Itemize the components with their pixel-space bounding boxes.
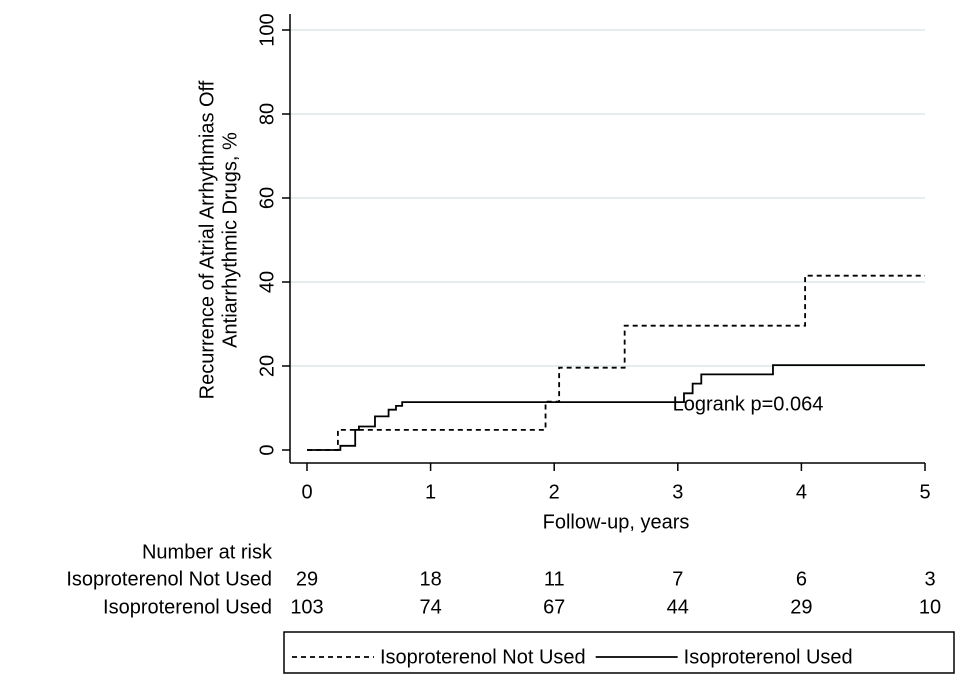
risk-count: 29 [296, 568, 318, 590]
x-tick-label: 4 [796, 481, 807, 503]
risk-title: Number at risk [142, 541, 273, 563]
y-axis-label-line: Antiarrhythmic Drugs, % [219, 132, 241, 348]
risk-count: 67 [543, 596, 565, 618]
x-tick-label: 2 [549, 481, 560, 503]
x-tick-label: 1 [425, 481, 436, 503]
x-axis-label: Follow-up, years [543, 511, 690, 533]
y-tick-label: 80 [256, 103, 278, 125]
y-axis-label-line: Recurrence of Atrial Arrhythmias Off [196, 80, 218, 399]
risk-count: 74 [419, 596, 441, 618]
x-tick-label: 3 [672, 481, 683, 503]
legend-box [283, 631, 955, 674]
risk-count: 103 [290, 596, 323, 618]
legend-label: Isoproterenol Used [684, 646, 853, 668]
x-tick-label: 5 [919, 481, 930, 503]
y-tick-label: 0 [256, 444, 278, 455]
risk-row-name: Isoproterenol Not Used [66, 568, 272, 590]
risk-count: 44 [667, 596, 689, 618]
risk-count: 6 [796, 568, 807, 590]
annotation: Logrank p=0.064 [673, 393, 824, 415]
risk-count: 3 [924, 568, 935, 590]
risk-count: 11 [544, 568, 565, 590]
y-axis-label: Recurrence of Atrial Arrhythmias Off Ant… [196, 80, 241, 399]
x-tick-label: 0 [301, 481, 312, 503]
y-tick-label: 40 [256, 271, 278, 293]
risk-count: 10 [919, 596, 941, 618]
km-curve [307, 274, 925, 451]
risk-row-name: Isoproterenol Used [103, 596, 272, 618]
legend-label: Isoproterenol Not Used [380, 646, 586, 668]
y-tick-label: 20 [256, 355, 278, 377]
y-tick-label: 60 [256, 187, 278, 209]
risk-count: 18 [419, 568, 441, 590]
km-curve [307, 364, 925, 451]
risk-count: 7 [672, 568, 683, 590]
y-tick-label: 100 [256, 13, 278, 46]
risk-count: 29 [790, 596, 812, 618]
